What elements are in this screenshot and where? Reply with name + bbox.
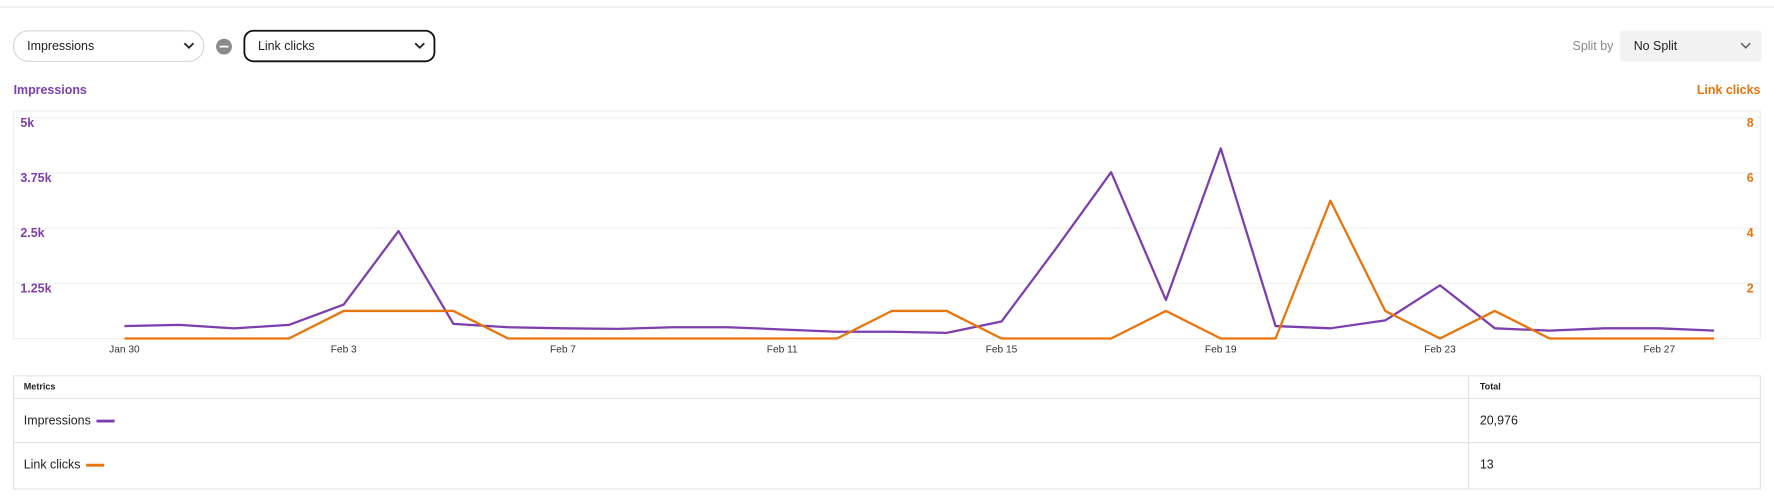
chevron bbox=[1740, 42, 1751, 49]
y-tick-label: 5k bbox=[20, 116, 34, 130]
metrics-table: Metrics Total Impressions 20,976 Link clic… bbox=[13, 375, 1761, 490]
x-tick-label: Feb 27 bbox=[1643, 345, 1675, 356]
chevron bbox=[183, 42, 195, 50]
x-tick-label: Feb 3 bbox=[331, 345, 357, 356]
dropdown-text[interactable]: Impressions bbox=[27, 39, 94, 53]
table-header: Total bbox=[1480, 382, 1501, 392]
y2-tick-label: 2 bbox=[1747, 281, 1754, 295]
dropdown-text[interactable]: No Split bbox=[1634, 39, 1678, 53]
x-tick-label: Jan 30 bbox=[109, 345, 140, 356]
table-frame bbox=[13, 375, 1761, 490]
y2-tick-label: 8 bbox=[1747, 116, 1754, 130]
split-dropdown[interactable]: No Split bbox=[1620, 30, 1762, 62]
x-tick-label: Feb 23 bbox=[1424, 345, 1456, 356]
metric-total: 13 bbox=[1480, 458, 1494, 472]
metric-dropdown[interactable]: Impressions bbox=[13, 30, 205, 62]
table-header: Metrics bbox=[24, 382, 56, 392]
metric-dropdown[interactable]: Link clicks bbox=[243, 29, 436, 63]
x-tick-label: Feb 19 bbox=[1205, 345, 1237, 356]
x-tick-label: Feb 15 bbox=[986, 345, 1018, 356]
x-tick-label: Feb 7 bbox=[550, 345, 576, 356]
dropdown-text[interactable]: Link clicks bbox=[258, 39, 315, 53]
remove-button[interactable] bbox=[216, 38, 232, 55]
y-tick-label: 3.75k bbox=[20, 171, 51, 185]
chevron bbox=[414, 42, 425, 50]
y-tick-label: 1.25k bbox=[20, 281, 51, 295]
metric-name: Link clicks bbox=[24, 458, 81, 472]
dropdown-box[interactable] bbox=[243, 29, 436, 63]
dropdown-box[interactable] bbox=[1620, 30, 1762, 62]
dropdown-box[interactable] bbox=[13, 30, 205, 62]
y2-tick-label: 6 bbox=[1747, 171, 1754, 185]
y2-tick-label: 4 bbox=[1747, 226, 1754, 240]
metric-name: Impressions bbox=[24, 413, 91, 427]
plot: 1.25k 2.5k 3.75k 5k 2 4 6 8 Jan 30 Feb 3 Feb 7 Feb … bbox=[13, 116, 1761, 356]
y-axis-title: Impressions bbox=[14, 83, 87, 97]
plot-frame bbox=[13, 110, 1761, 340]
series-line bbox=[124, 147, 1715, 334]
split-label: Split by bbox=[1573, 39, 1615, 53]
y-tick-label: 2.5k bbox=[20, 226, 44, 240]
series-line bbox=[124, 199, 1715, 340]
y2-axis-title: Link clicks bbox=[1697, 83, 1761, 97]
metric-total: 20,976 bbox=[1480, 413, 1518, 427]
x-tick-label: Feb 11 bbox=[767, 345, 798, 356]
